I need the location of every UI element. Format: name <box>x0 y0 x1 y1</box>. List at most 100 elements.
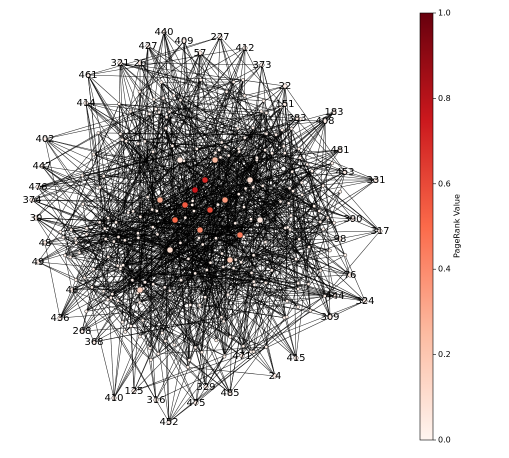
edge <box>82 175 117 223</box>
edge <box>219 36 346 173</box>
edge <box>124 103 286 241</box>
edge <box>37 186 189 368</box>
edge <box>75 196 148 281</box>
node-dot <box>286 201 291 206</box>
edge <box>44 203 289 244</box>
node-label: 24 <box>269 371 282 382</box>
edge <box>99 222 211 263</box>
node <box>239 353 245 359</box>
edge <box>199 79 244 231</box>
edge <box>70 229 252 353</box>
node <box>327 314 333 320</box>
edge <box>174 148 300 345</box>
node <box>131 388 137 394</box>
node <box>282 101 288 107</box>
edge <box>139 36 221 64</box>
edge <box>230 336 254 352</box>
node-dot <box>242 205 246 209</box>
node-dot <box>290 169 294 174</box>
node-dot <box>193 271 197 276</box>
node-dot <box>263 240 268 244</box>
node-dot <box>101 174 106 178</box>
node-dot <box>140 318 145 323</box>
node-dot <box>274 132 278 137</box>
node-dot <box>81 202 85 206</box>
edge <box>118 157 257 238</box>
edge <box>173 79 244 96</box>
edge <box>115 210 320 223</box>
edge <box>122 52 201 266</box>
edge <box>113 79 244 399</box>
node-dot <box>296 305 300 309</box>
node-label: 414 <box>76 98 95 109</box>
edge <box>139 246 310 303</box>
node-dot <box>249 217 253 221</box>
edge <box>44 154 94 244</box>
node-dot <box>270 151 274 156</box>
edge <box>252 127 381 232</box>
edge <box>35 40 185 219</box>
node-dot <box>136 231 140 236</box>
node-dot <box>168 289 172 293</box>
edge <box>119 62 245 96</box>
node-dot <box>263 148 267 152</box>
node-dot <box>242 93 247 98</box>
edge <box>122 264 191 306</box>
edge <box>119 62 286 87</box>
edge <box>244 137 309 285</box>
node <box>350 216 356 222</box>
edge <box>117 300 207 388</box>
node-dot <box>80 173 85 178</box>
node-dot <box>128 109 133 114</box>
edge <box>320 270 331 318</box>
edge <box>195 258 297 348</box>
node-dot <box>228 335 233 339</box>
node-dot <box>306 282 311 286</box>
node-dot <box>159 80 164 85</box>
edge <box>286 221 321 317</box>
node-label: 151 <box>275 99 294 110</box>
edge <box>99 222 171 251</box>
node-dot <box>223 145 228 149</box>
node-label: 374 <box>22 195 41 206</box>
node-dot <box>208 260 213 265</box>
edge <box>204 149 266 181</box>
node-label: 485 <box>220 388 239 399</box>
node-dot <box>115 298 120 303</box>
node-dot <box>167 109 172 114</box>
node <box>137 60 143 66</box>
node-dot <box>236 192 241 196</box>
node-dot <box>278 199 283 204</box>
edge <box>289 171 346 230</box>
edge <box>70 151 154 230</box>
node-label: 444 <box>325 291 344 302</box>
node-dot <box>321 183 325 188</box>
colorbar-tick-label: 0.0 <box>438 436 451 445</box>
edge <box>199 306 276 377</box>
edge <box>224 246 310 357</box>
edge <box>253 171 346 352</box>
edge <box>85 102 139 144</box>
node-dot <box>73 278 78 282</box>
node-label: 436 <box>50 313 69 324</box>
node <box>42 240 48 246</box>
node-label: 268 <box>72 326 91 337</box>
edge <box>194 111 263 274</box>
node-dot <box>217 148 221 152</box>
edge <box>37 111 262 188</box>
node-dot <box>156 351 161 356</box>
node-dot <box>280 128 284 132</box>
edge <box>87 74 244 81</box>
edge <box>86 234 123 323</box>
node-dot <box>281 144 286 149</box>
node <box>33 215 39 221</box>
node <box>211 156 219 164</box>
node-dot <box>287 186 292 190</box>
edge <box>119 62 207 388</box>
node <box>91 339 97 345</box>
node <box>347 272 353 278</box>
node-dot <box>178 241 183 245</box>
node-dot <box>251 185 255 190</box>
edge <box>205 283 299 388</box>
node-dot <box>58 230 63 234</box>
